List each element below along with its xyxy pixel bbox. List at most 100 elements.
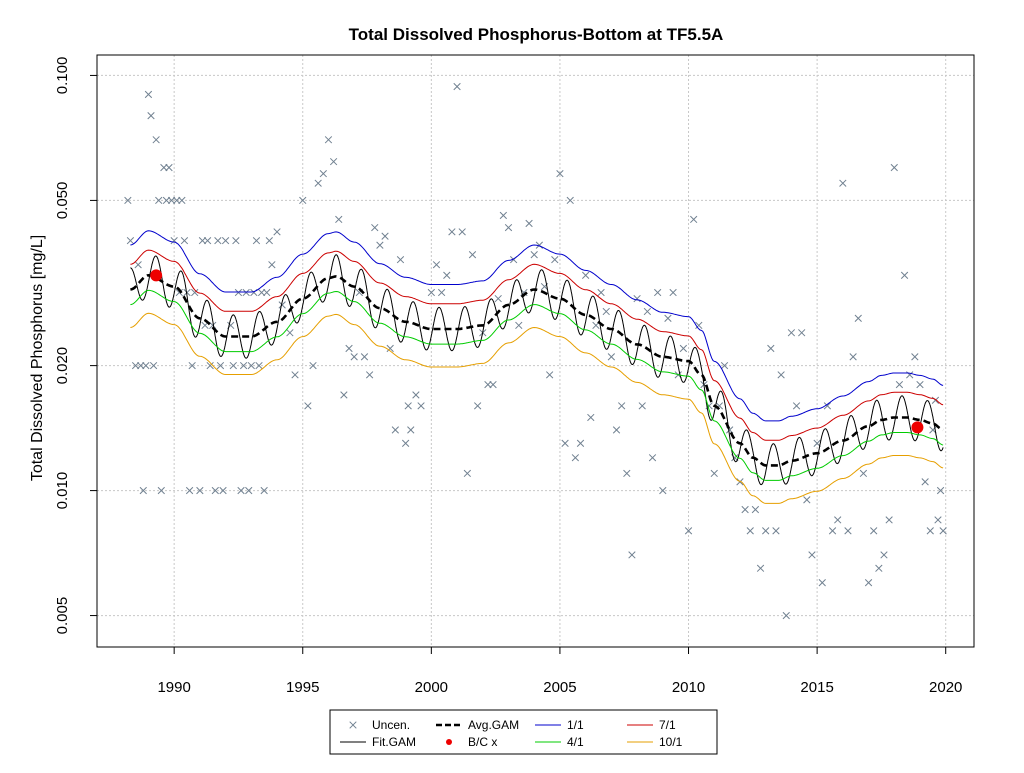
y-tick-label: 0.005 xyxy=(54,597,71,635)
observation-stroke xyxy=(196,486,204,495)
observation-stroke xyxy=(844,527,852,535)
observation-point xyxy=(299,196,307,205)
observation-stroke xyxy=(124,196,132,205)
observation-stroke xyxy=(798,329,806,337)
observation-point xyxy=(458,228,466,236)
observation-stroke xyxy=(525,219,533,228)
observation-point xyxy=(939,527,947,535)
observation-stroke xyxy=(741,505,749,514)
observation-point xyxy=(157,486,165,495)
x-tick-label: 2000 xyxy=(415,679,448,696)
observation-stroke xyxy=(365,371,374,379)
observation-point xyxy=(412,391,420,399)
observation-stroke xyxy=(900,271,909,279)
observation-stroke xyxy=(291,371,299,379)
observation-stroke xyxy=(360,353,369,361)
observation-point xyxy=(381,232,389,240)
observation-point xyxy=(137,361,145,370)
observation-point xyxy=(545,371,554,379)
observation-point xyxy=(864,579,873,587)
legend-label: B/C x xyxy=(468,735,497,749)
observation-stroke xyxy=(880,551,888,559)
fit-gam-line xyxy=(130,254,944,486)
observation-stroke xyxy=(257,288,266,297)
legend-label: 4/1 xyxy=(567,735,584,749)
observation-stroke xyxy=(211,486,219,495)
observation-stroke xyxy=(155,196,163,205)
season-line-1-1 xyxy=(130,230,944,422)
observation-stroke xyxy=(823,402,832,410)
observation-stroke xyxy=(643,307,652,316)
observation-stroke xyxy=(628,551,636,559)
observation-stroke xyxy=(934,516,942,524)
observation-point xyxy=(890,163,898,172)
observation-point xyxy=(499,211,508,220)
observation-stroke xyxy=(854,314,862,322)
observation-point xyxy=(371,223,379,232)
observation-point xyxy=(437,288,446,297)
observation-stroke xyxy=(731,454,739,462)
observation-stroke xyxy=(931,396,940,404)
observation-stroke xyxy=(828,527,837,535)
observation-point xyxy=(134,261,142,269)
observation-point xyxy=(484,380,492,389)
observation-point xyxy=(839,179,847,187)
observation-point xyxy=(265,236,273,245)
observation-point xyxy=(669,288,677,297)
observation-point xyxy=(612,426,621,434)
observation-stroke xyxy=(319,169,327,178)
observation-point xyxy=(859,469,868,478)
plot-frame xyxy=(96,54,975,648)
observation-point xyxy=(443,271,451,279)
observation-stroke xyxy=(859,469,868,478)
chart-title: Total Dissolved Phosphorus-Bottom at TF5… xyxy=(349,25,724,44)
observation-point xyxy=(139,486,147,495)
observation-point xyxy=(911,353,919,361)
observation-stroke xyxy=(407,426,415,434)
observation-stroke xyxy=(561,439,569,447)
observation-stroke xyxy=(453,82,461,91)
observation-stroke xyxy=(203,236,212,245)
legend-item: B/C x xyxy=(446,735,497,749)
observation-point xyxy=(880,551,888,559)
observation-stroke xyxy=(345,344,353,353)
observation-point xyxy=(623,469,631,478)
observation-stroke xyxy=(499,211,508,220)
observation-stroke xyxy=(494,294,502,303)
observation-point xyxy=(828,527,837,535)
legend-item: 7/1 xyxy=(627,718,676,732)
legend-label: 7/1 xyxy=(659,718,676,732)
observation-point xyxy=(561,439,569,447)
observation-stroke xyxy=(864,579,873,587)
observation-stroke xyxy=(803,496,811,504)
observation-point xyxy=(515,321,523,330)
observation-stroke xyxy=(556,169,564,178)
observation-point xyxy=(260,486,268,495)
observation-point xyxy=(319,169,327,178)
observation-point xyxy=(142,361,150,370)
observation-point xyxy=(335,215,343,224)
observation-stroke xyxy=(152,136,160,144)
observation-point xyxy=(407,426,415,434)
observation-point xyxy=(453,82,461,91)
observation-stroke xyxy=(545,371,554,379)
observation-point xyxy=(278,301,286,309)
observation-point xyxy=(178,196,186,205)
observation-point xyxy=(198,236,207,245)
observation-point xyxy=(875,564,883,572)
observation-point xyxy=(144,90,153,99)
observation-stroke xyxy=(350,353,358,361)
y-tick-label: 0.050 xyxy=(54,182,71,220)
observation-point xyxy=(234,288,243,297)
observation-stroke xyxy=(386,344,394,353)
observation-point xyxy=(885,516,893,524)
x-tick-label: 2010 xyxy=(672,679,705,696)
observation-stroke xyxy=(432,261,441,269)
observation-point xyxy=(180,236,189,245)
observation-stroke xyxy=(633,294,641,303)
observation-point xyxy=(659,486,667,495)
observation-point xyxy=(494,294,502,303)
observation-point xyxy=(175,288,183,297)
observation-point xyxy=(926,527,934,535)
